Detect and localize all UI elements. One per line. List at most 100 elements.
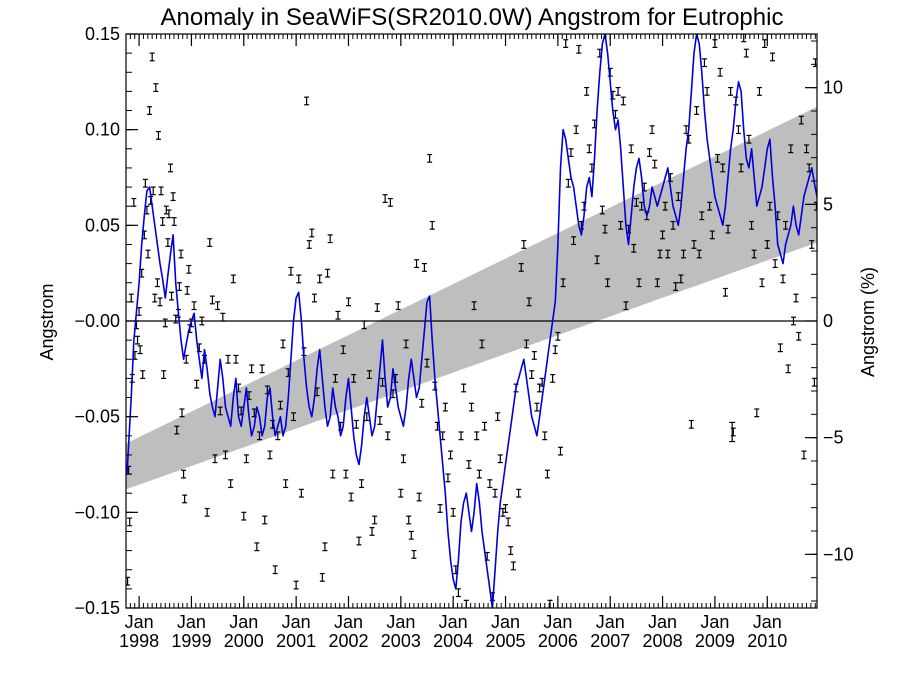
data-point bbox=[785, 364, 791, 374]
data-point bbox=[717, 67, 723, 77]
y-tick-label: 0.15 bbox=[85, 24, 120, 44]
x-tick-label-year: 2008 bbox=[643, 631, 683, 651]
data-point bbox=[298, 488, 304, 498]
data-point bbox=[631, 243, 637, 253]
data-point bbox=[812, 58, 817, 68]
data-point bbox=[516, 488, 522, 498]
data-point bbox=[793, 293, 799, 303]
data-point bbox=[565, 178, 571, 188]
data-point bbox=[688, 419, 694, 429]
data-point bbox=[636, 278, 642, 288]
data-point bbox=[584, 86, 590, 96]
x-tick-label-month: Jan bbox=[648, 612, 677, 632]
data-point bbox=[741, 34, 747, 43]
data-point bbox=[772, 259, 778, 269]
data-point bbox=[552, 345, 558, 355]
data-point bbox=[665, 249, 671, 259]
data-point bbox=[225, 354, 231, 364]
data-point bbox=[633, 197, 639, 207]
data-point bbox=[811, 377, 817, 387]
data-point bbox=[241, 511, 247, 521]
data-point bbox=[160, 217, 166, 226]
data-point bbox=[212, 454, 218, 464]
y-tick-label: −0.10 bbox=[74, 502, 120, 522]
data-point bbox=[746, 134, 752, 144]
y-axis-label: Angstrom bbox=[37, 283, 57, 360]
x-tick-label-month: Jan bbox=[543, 612, 572, 632]
data-point bbox=[715, 153, 721, 163]
data-point bbox=[419, 398, 425, 408]
data-point bbox=[374, 303, 380, 313]
data-point bbox=[126, 576, 131, 586]
data-point bbox=[322, 542, 328, 552]
data-point bbox=[150, 186, 156, 196]
data-point bbox=[272, 565, 278, 575]
data-point bbox=[576, 44, 582, 54]
data-point bbox=[414, 259, 420, 269]
data-point bbox=[537, 383, 543, 393]
data-point bbox=[173, 314, 179, 324]
data-point bbox=[777, 343, 783, 353]
data-point bbox=[568, 148, 574, 158]
data-point bbox=[359, 479, 365, 489]
data-point bbox=[743, 48, 749, 58]
data-point bbox=[754, 408, 760, 418]
x-tick-label-year: 1998 bbox=[119, 631, 159, 651]
data-point bbox=[332, 373, 338, 383]
data-point bbox=[652, 159, 658, 169]
data-point bbox=[366, 370, 372, 379]
data-point bbox=[304, 96, 310, 106]
data-point bbox=[764, 240, 770, 249]
data-point bbox=[479, 339, 485, 349]
x-tick-label-year: 2003 bbox=[381, 631, 421, 651]
data-point bbox=[505, 517, 511, 527]
data-point bbox=[194, 379, 200, 389]
data-point bbox=[482, 421, 488, 431]
data-point bbox=[445, 473, 451, 483]
data-point bbox=[759, 278, 765, 288]
data-point bbox=[170, 192, 176, 202]
data-point bbox=[662, 201, 668, 211]
data-point bbox=[730, 427, 736, 437]
data-point bbox=[161, 370, 167, 379]
data-point bbox=[277, 400, 283, 410]
data-point bbox=[186, 264, 192, 274]
data-point bbox=[526, 297, 532, 307]
data-point bbox=[728, 86, 734, 96]
data-point bbox=[531, 351, 537, 360]
data-point bbox=[385, 431, 391, 441]
x-tick-label-year: 2004 bbox=[433, 631, 473, 651]
data-point bbox=[259, 364, 265, 374]
data-point bbox=[309, 228, 315, 238]
data-point bbox=[503, 504, 509, 513]
data-point bbox=[406, 515, 412, 525]
x-tick-label-year: 1999 bbox=[171, 631, 211, 651]
data-point bbox=[521, 240, 527, 249]
x-tick-label-month: Jan bbox=[700, 612, 729, 632]
data-point bbox=[372, 515, 378, 525]
x-tick-label-year: 2007 bbox=[590, 631, 630, 651]
data-point bbox=[228, 479, 234, 489]
y-tick-label: −0.05 bbox=[74, 407, 120, 427]
data-point bbox=[738, 163, 744, 173]
data-point bbox=[330, 469, 336, 479]
y2-tick-label: 0 bbox=[823, 311, 833, 331]
data-point bbox=[158, 186, 164, 196]
data-point bbox=[542, 431, 548, 441]
data-point bbox=[660, 230, 666, 240]
data-point bbox=[353, 419, 359, 429]
data-point bbox=[149, 52, 155, 62]
y-tick-label: −0.15 bbox=[74, 598, 120, 618]
data-point bbox=[649, 125, 655, 135]
data-point bbox=[155, 130, 161, 140]
data-point bbox=[681, 249, 687, 259]
data-point bbox=[563, 39, 569, 48]
data-point bbox=[220, 312, 226, 322]
data-point bbox=[550, 373, 556, 383]
data-point bbox=[675, 192, 681, 202]
data-point bbox=[628, 144, 634, 154]
data-point bbox=[182, 494, 188, 504]
data-point bbox=[450, 507, 456, 517]
data-point bbox=[796, 331, 802, 341]
